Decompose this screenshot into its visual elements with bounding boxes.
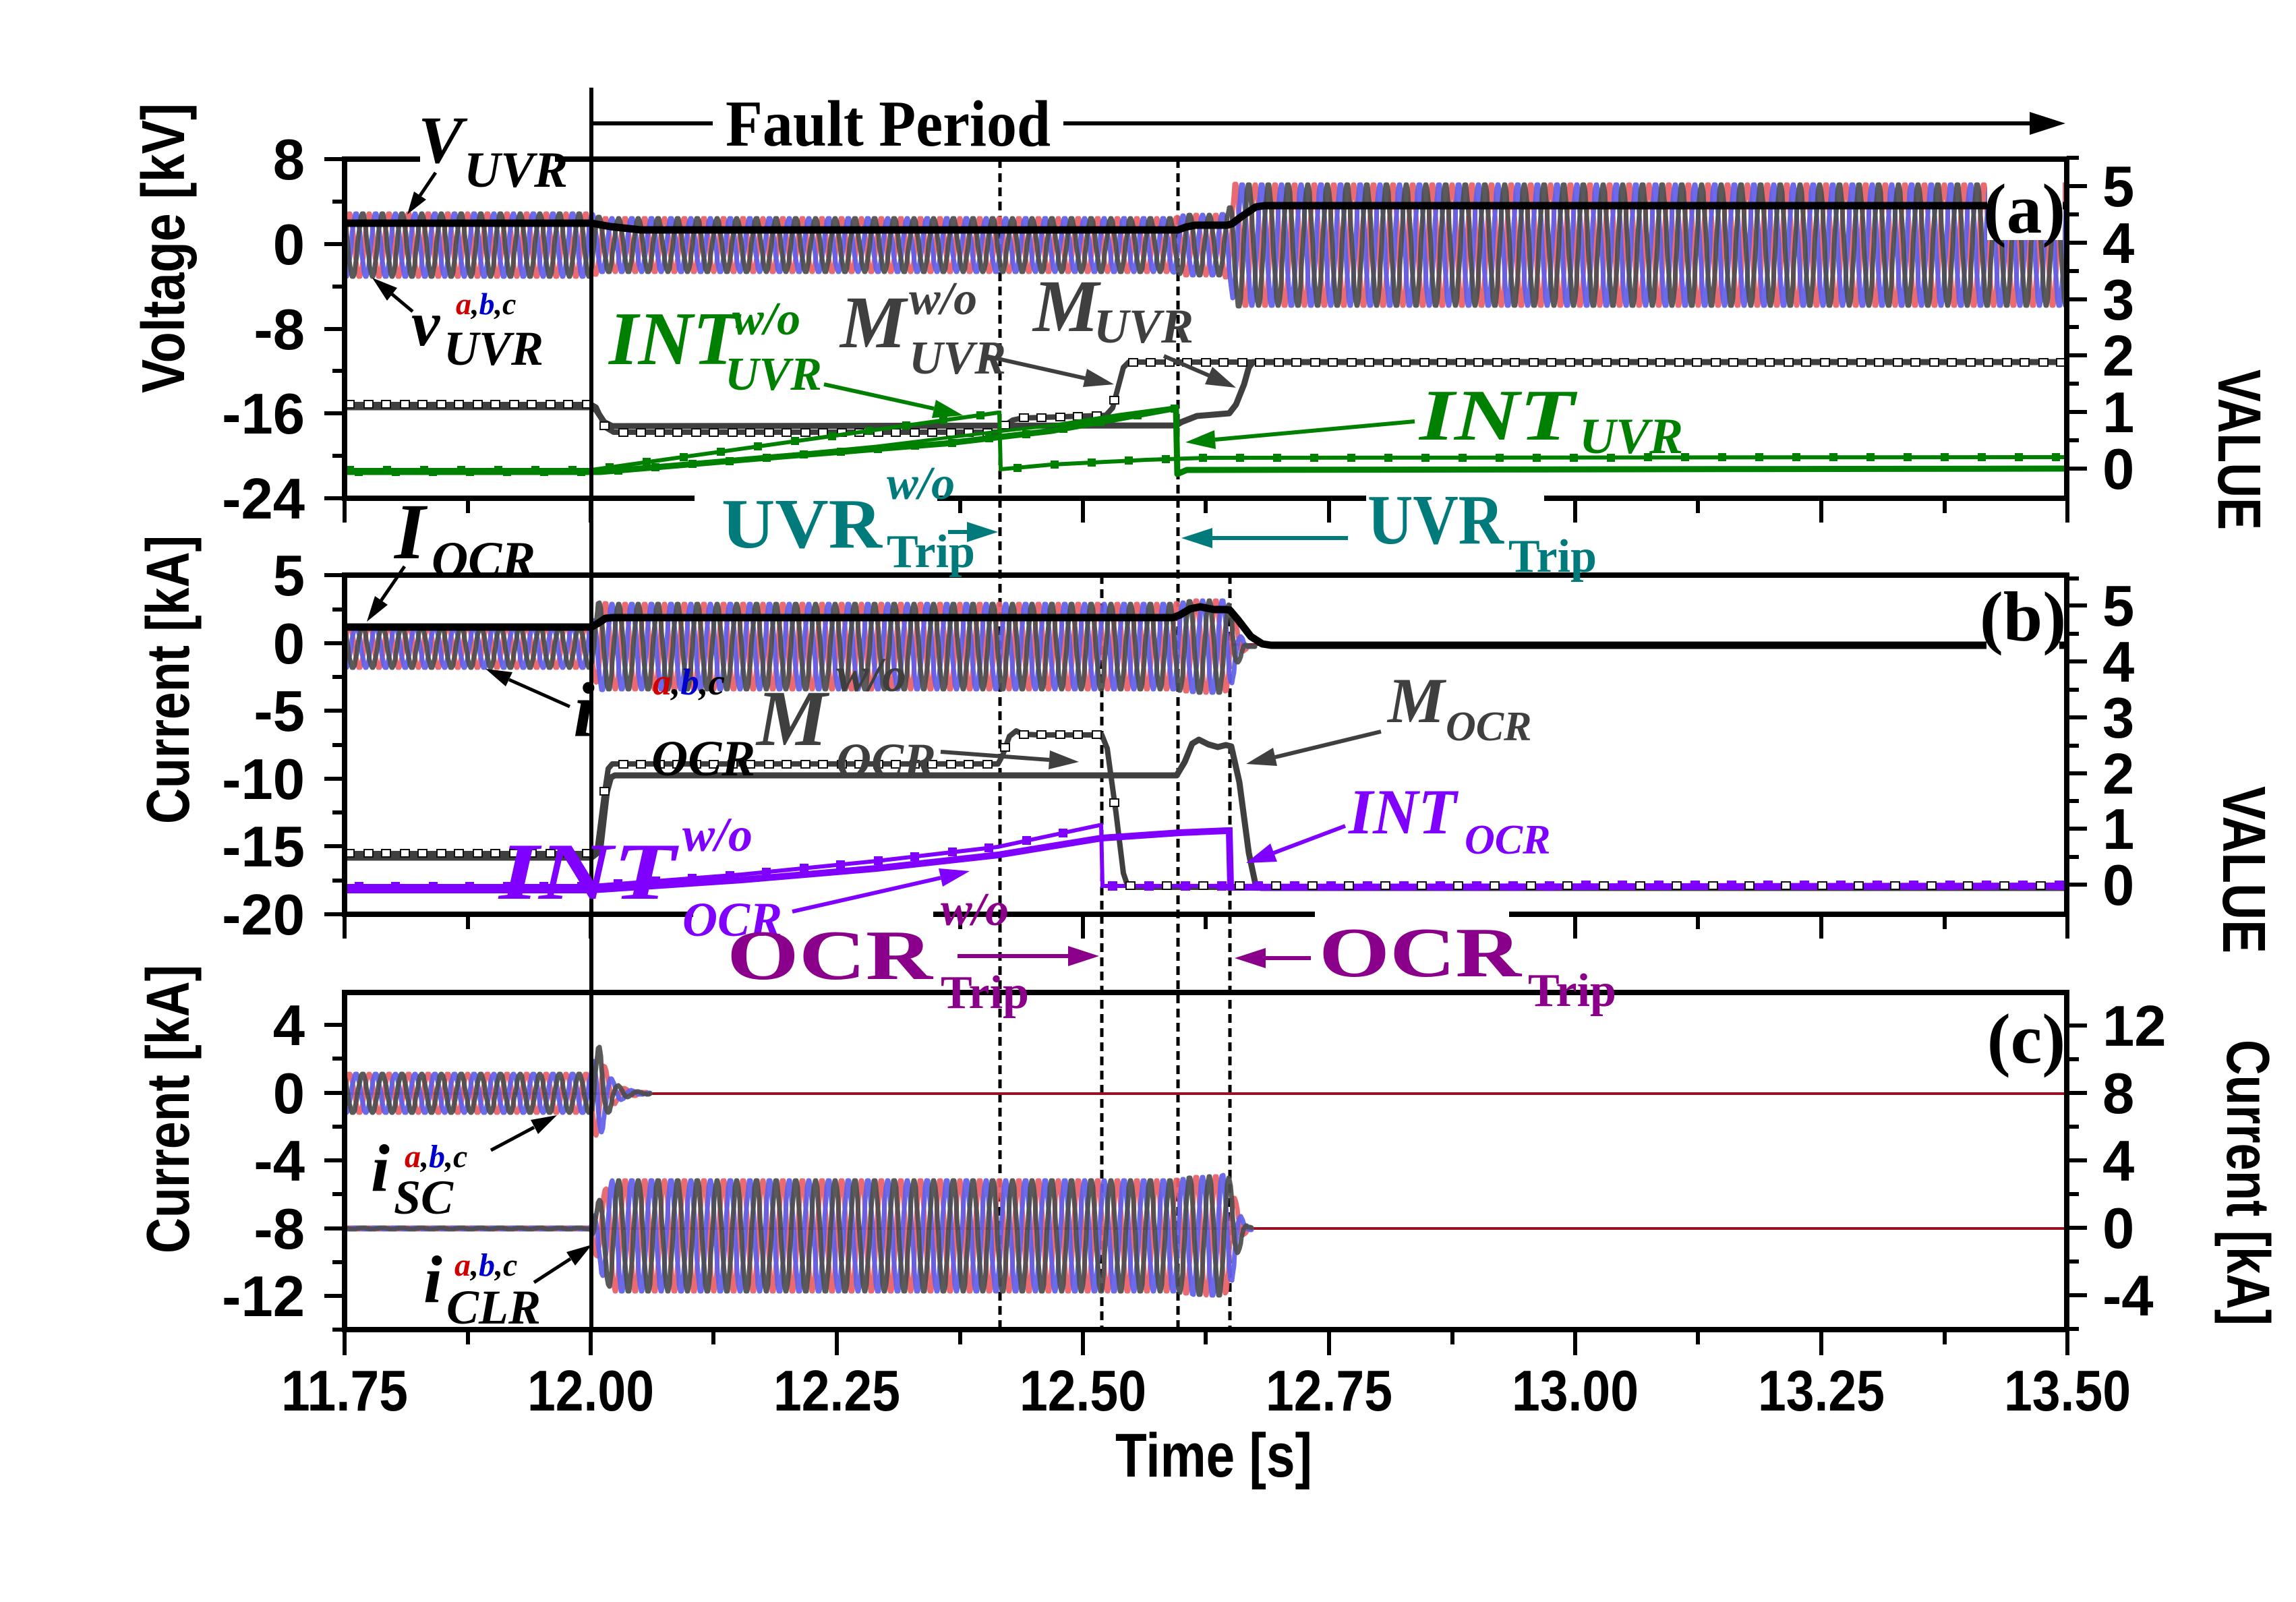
svg-text:M: M xyxy=(1386,665,1447,736)
svg-text:I: I xyxy=(393,487,428,576)
svg-text:a,b,c: a,b,c xyxy=(454,1247,517,1283)
svg-text:0: 0 xyxy=(2102,854,2134,918)
svg-text:3: 3 xyxy=(2102,268,2134,332)
svg-text:Current [kA]: Current [kA] xyxy=(135,965,202,1253)
svg-text:8: 8 xyxy=(2102,1062,2134,1126)
svg-text:12.25: 12.25 xyxy=(773,1359,900,1423)
svg-text:4: 4 xyxy=(2102,630,2134,694)
svg-text:1: 1 xyxy=(2102,381,2134,445)
svg-text:a,b,c: a,b,c xyxy=(405,1139,467,1175)
svg-text:UVR: UVR xyxy=(722,484,883,563)
svg-text:5: 5 xyxy=(2102,574,2134,639)
svg-text:VALUE: VALUE xyxy=(2210,786,2277,953)
svg-text:w/o: w/o xyxy=(941,884,1009,936)
svg-text:v: v xyxy=(411,288,440,359)
svg-text:13.25: 13.25 xyxy=(1758,1359,1885,1423)
svg-text:OCR: OCR xyxy=(727,916,934,995)
svg-text:M: M xyxy=(755,674,830,763)
svg-text:Current [kA]: Current [kA] xyxy=(135,535,202,824)
svg-text:5: 5 xyxy=(2102,155,2134,219)
svg-text:OCR: OCR xyxy=(651,731,755,787)
svg-text:-10: -10 xyxy=(222,748,305,812)
svg-text:M: M xyxy=(839,281,908,363)
svg-text:Trip: Trip xyxy=(1528,965,1616,1017)
svg-text:0: 0 xyxy=(273,213,305,277)
svg-text:UVR: UVR xyxy=(1367,480,1504,559)
svg-text:i: i xyxy=(371,1131,390,1206)
svg-text:Voltage [kV]: Voltage [kV] xyxy=(130,103,198,393)
svg-text:SC: SC xyxy=(394,1170,454,1224)
svg-text:OCR: OCR xyxy=(836,734,936,788)
svg-text:w/o: w/o xyxy=(887,458,955,510)
svg-text:w/o: w/o xyxy=(909,273,977,325)
svg-text:i: i xyxy=(573,668,595,753)
svg-text:M: M xyxy=(1032,265,1101,347)
svg-text:12.00: 12.00 xyxy=(527,1359,654,1423)
svg-text:UVR: UVR xyxy=(444,322,543,376)
svg-text:12: 12 xyxy=(2102,995,2167,1059)
svg-text:12.50: 12.50 xyxy=(1020,1359,1146,1423)
svg-text:-15: -15 xyxy=(222,815,305,879)
svg-text:a,b,c: a,b,c xyxy=(456,287,516,321)
svg-text:0: 0 xyxy=(2102,438,2134,502)
svg-text:0: 0 xyxy=(273,1062,305,1126)
svg-text:INT: INT xyxy=(608,297,742,381)
svg-text:w/o: w/o xyxy=(682,808,753,862)
svg-text:a,b,c: a,b,c xyxy=(653,661,725,703)
svg-text:2: 2 xyxy=(2102,324,2134,388)
svg-text:12.75: 12.75 xyxy=(1266,1359,1392,1423)
svg-text:8: 8 xyxy=(273,128,305,192)
svg-text:UVR: UVR xyxy=(1094,299,1194,353)
svg-text:CLR: CLR xyxy=(446,1280,541,1334)
svg-text:w/o: w/o xyxy=(732,293,800,345)
svg-text:-5: -5 xyxy=(254,680,305,744)
svg-text:i: i xyxy=(423,1242,442,1317)
svg-text:-20: -20 xyxy=(222,883,305,947)
svg-text:Time [s]: Time [s] xyxy=(1115,1421,1312,1490)
svg-text:3: 3 xyxy=(2102,686,2134,750)
svg-text:11.75: 11.75 xyxy=(281,1359,408,1423)
svg-text:-8: -8 xyxy=(254,298,305,362)
svg-text:UVR: UVR xyxy=(725,349,822,400)
svg-text:2: 2 xyxy=(2102,742,2134,806)
svg-text:Trip: Trip xyxy=(1508,531,1597,583)
svg-text:0: 0 xyxy=(273,612,305,676)
svg-text:UVR: UVR xyxy=(464,142,568,198)
svg-text:(b): (b) xyxy=(1980,577,2066,656)
svg-text:V: V xyxy=(418,102,468,177)
svg-text:-24: -24 xyxy=(222,467,305,531)
svg-text:OCR: OCR xyxy=(1319,913,1523,992)
svg-text:(c): (c) xyxy=(1987,999,2066,1078)
svg-text:13.50: 13.50 xyxy=(2004,1359,2131,1423)
svg-text:INT: INT xyxy=(1348,776,1459,848)
svg-text:13.00: 13.00 xyxy=(1512,1359,1639,1423)
svg-text:OCR: OCR xyxy=(1446,704,1531,750)
svg-text:w/o: w/o xyxy=(836,648,906,702)
svg-text:INT: INT xyxy=(1418,376,1578,456)
svg-text:-4: -4 xyxy=(2102,1264,2154,1328)
svg-text:Current [kA]: Current [kA] xyxy=(2214,1040,2281,1326)
svg-text:VALUE: VALUE xyxy=(2205,369,2272,530)
svg-text:(a): (a) xyxy=(1983,169,2065,248)
svg-text:0: 0 xyxy=(2102,1197,2134,1261)
svg-text:OCR: OCR xyxy=(682,893,782,947)
svg-text:OCR: OCR xyxy=(1465,817,1550,863)
svg-text:-4: -4 xyxy=(254,1129,305,1193)
svg-text:-12: -12 xyxy=(222,1265,305,1329)
svg-text:OCR: OCR xyxy=(432,532,535,588)
svg-text:UVR: UVR xyxy=(1579,409,1683,465)
svg-text:INT: INT xyxy=(497,827,679,916)
svg-text:4: 4 xyxy=(2102,212,2134,276)
svg-text:-8: -8 xyxy=(254,1197,305,1262)
svg-text:Trip: Trip xyxy=(887,526,975,578)
svg-text:-16: -16 xyxy=(222,382,305,446)
svg-text:1: 1 xyxy=(2102,798,2134,862)
svg-text:5: 5 xyxy=(273,544,305,608)
svg-text:Trip: Trip xyxy=(941,967,1029,1019)
svg-text:4: 4 xyxy=(273,994,305,1058)
svg-text:4: 4 xyxy=(2102,1129,2134,1193)
svg-text:Fault Period: Fault Period xyxy=(726,88,1051,160)
